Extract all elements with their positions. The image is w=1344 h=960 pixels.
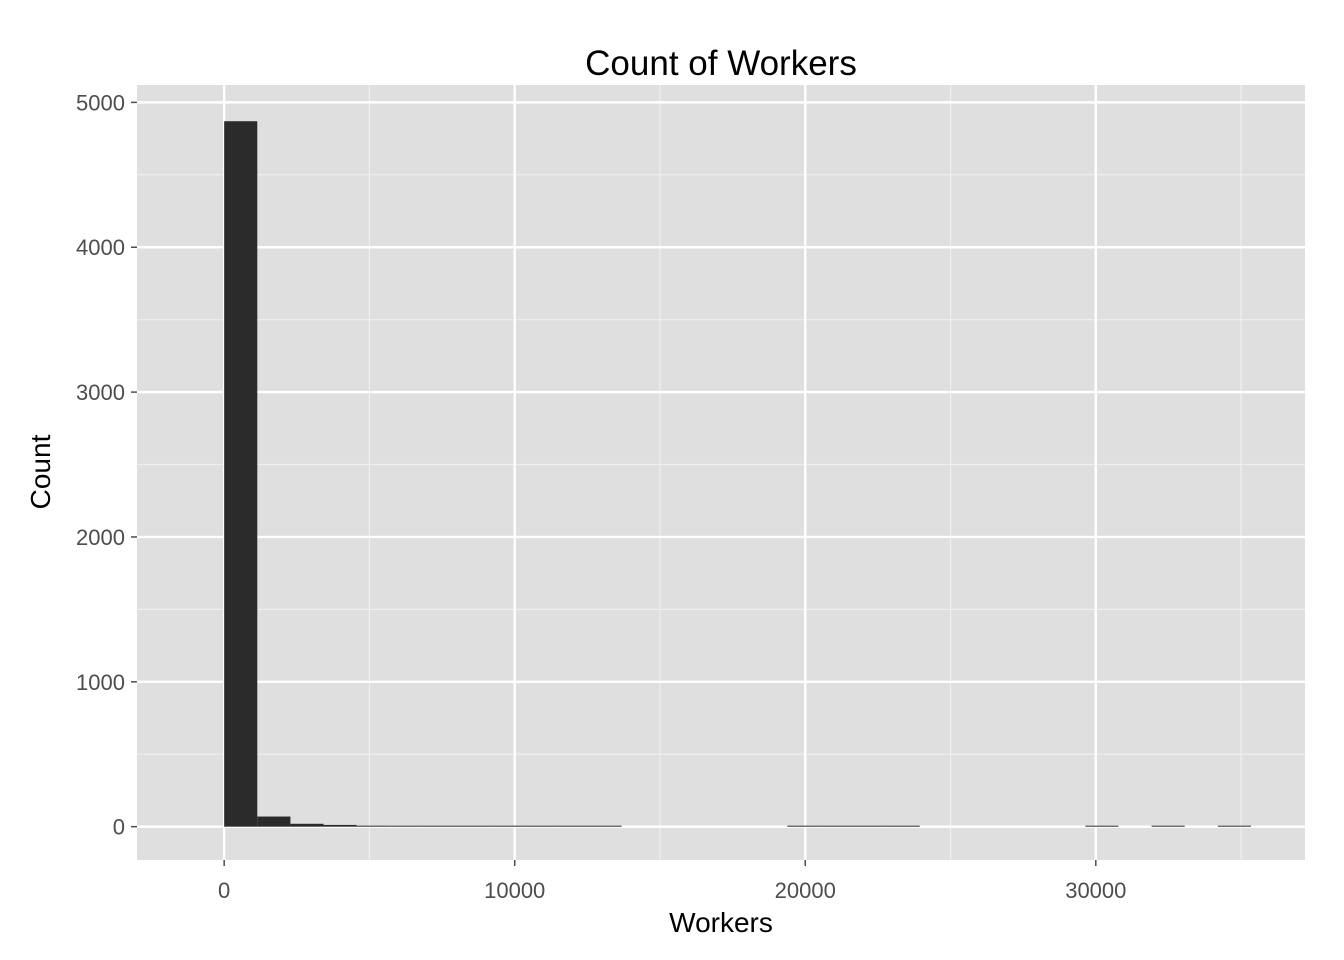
histogram-bar-6 <box>422 825 457 827</box>
histogram-bar-18 <box>820 825 854 827</box>
chart-title: Count of Workers <box>585 44 857 83</box>
y-tick-label-3: 3000 <box>76 380 125 405</box>
minor-gridlines <box>137 85 1305 860</box>
x-tick-label-0: 0 <box>218 878 230 903</box>
histogram-bar-9 <box>522 825 556 827</box>
histogram-bar-1 <box>257 816 291 827</box>
x-axis-ticks: 0 10000 20000 30000 <box>218 860 1126 903</box>
histogram-bar-2 <box>290 823 324 827</box>
histogram-bars <box>224 121 1251 827</box>
y-tick-label-0: 0 <box>113 815 125 840</box>
histogram-bar-5 <box>389 825 423 827</box>
y-axis-ticks: 0 1000 2000 3000 4000 5000 <box>76 90 137 840</box>
histogram-bar-4 <box>356 825 390 827</box>
histogram-bar-7 <box>456 825 490 827</box>
x-tick-label-3: 30000 <box>1065 878 1126 903</box>
x-tick-label-2: 20000 <box>775 878 836 903</box>
plot-panel <box>137 85 1305 860</box>
y-tick-label-5: 5000 <box>76 90 125 115</box>
histogram-bar-11 <box>588 825 622 827</box>
x-axis-title: Workers <box>669 907 773 938</box>
histogram-bar-19 <box>853 825 887 827</box>
histogram-bar-0 <box>224 121 258 827</box>
histogram-bar-3 <box>323 824 357 827</box>
histogram-bar-8 <box>489 825 523 827</box>
y-tick-label-4: 4000 <box>76 235 125 260</box>
histogram-bar-17 <box>787 825 821 827</box>
histogram-bar-30 <box>1217 825 1251 827</box>
x-tick-label-1: 10000 <box>484 878 545 903</box>
histogram-bar-20 <box>886 825 920 827</box>
histogram-bar-26 <box>1085 825 1119 827</box>
y-tick-label-1: 1000 <box>76 670 125 695</box>
histogram-bar-28 <box>1151 825 1185 827</box>
histogram-bar-10 <box>555 825 589 827</box>
y-axis-title: Count <box>25 434 56 509</box>
y-tick-label-2: 2000 <box>76 525 125 550</box>
